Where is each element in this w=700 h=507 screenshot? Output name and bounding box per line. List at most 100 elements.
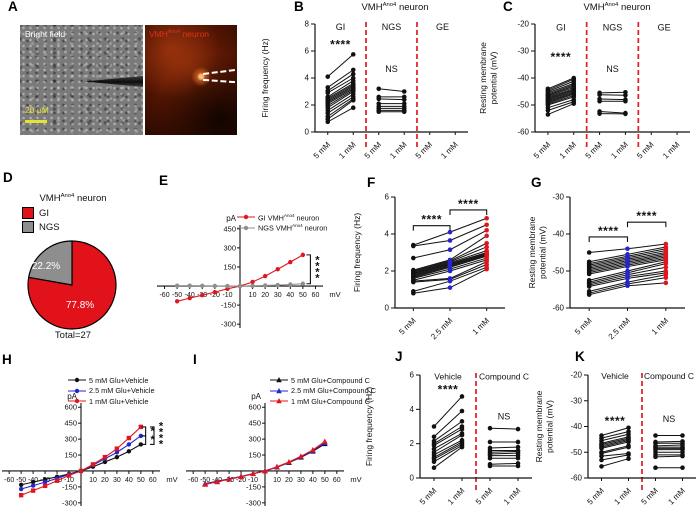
svg-text:600: 600 (248, 403, 261, 412)
svg-text:Resting membrane: Resting membrane (534, 390, 544, 462)
chart-resting-potential-doseresponse: -30 -40 -50 -60 5 mM 2.5 mM 1 mM Resting membra… (525, 186, 700, 345)
svg-text:1 mM: 1 mM (558, 140, 579, 161)
chart-resting-potential-compound-c: -20 -30 -40 -50 -60 5 mM 1 mM 5 mM 1 mM Resting m… (532, 356, 700, 507)
svg-text:-40: -40 (185, 292, 195, 299)
svg-text:-40: -40 (552, 230, 564, 239)
chart-svg: 0 2 4 6 5 mM 1 mM 5 mM 1 mM Firing frequency (Hz… (364, 371, 532, 507)
svg-text:*: * (315, 272, 320, 284)
svg-text:Firing frequency (Hz): Firing frequency (Hz) (260, 38, 270, 118)
svg-text:-60: -60 (188, 477, 198, 484)
svg-text:-10: -10 (248, 477, 258, 484)
svg-text:150: 150 (64, 451, 77, 460)
svg-text:1 mM: 1 mM (612, 486, 633, 507)
chart-svg: 77.8% 22.2% (27, 240, 117, 330)
svg-text:1 mM: 1 mM (388, 140, 409, 161)
svg-text:****: **** (598, 224, 619, 238)
svg-text:-300: -300 (62, 498, 77, 507)
svg-text:0: 0 (305, 128, 310, 137)
svg-text:0: 0 (410, 474, 415, 483)
brightfield-image: Bright field 20 μM (20, 25, 143, 135)
svg-text:*: * (315, 260, 320, 272)
svg-text:Resting membrane: Resting membrane (478, 42, 488, 114)
svg-text:NS: NS (606, 64, 619, 74)
svg-text:60: 60 (333, 477, 341, 484)
svg-text:Resting membrane: Resting membrane (527, 216, 537, 288)
circle-marker-icon (68, 378, 86, 383)
svg-text:4: 4 (305, 74, 310, 83)
svg-text:potential (mV): potential (mV) (545, 400, 555, 453)
svg-text:2: 2 (305, 101, 310, 110)
svg-text:5 mM: 5 mM (312, 140, 333, 161)
svg-text:2: 2 (385, 267, 390, 276)
svg-text:5 mM: 5 mM (474, 486, 495, 507)
svg-text:Vehicle: Vehicle (601, 371, 629, 381)
panel-b-letter: B (294, 0, 304, 14)
svg-text:-60: -60 (570, 474, 582, 483)
svg-text:Compound C: Compound C (644, 371, 694, 381)
svg-text:*: * (315, 254, 320, 266)
svg-text:-30: -30 (570, 396, 582, 405)
svg-text:*: * (150, 434, 155, 446)
legend-item: 5 mM Glu+Vehicle (68, 375, 155, 386)
legend-item: GI VMHAno4 neuron (237, 212, 327, 223)
svg-text:50: 50 (321, 477, 329, 484)
svg-text:22.2%: 22.2% (32, 261, 60, 272)
svg-text:600: 600 (64, 403, 77, 412)
chart-svg: -60-50-40-30-20-10102030405060mV45030015… (157, 214, 341, 329)
circle-marker-icon (237, 225, 255, 230)
fluorescence-label: VMHAno4 neuron (149, 29, 210, 39)
svg-text:1 mM: 1 mM (661, 140, 682, 161)
svg-text:6: 6 (410, 371, 415, 380)
svg-text:30: 30 (274, 292, 282, 299)
svg-text:1 mM: 1 mM (502, 486, 523, 507)
svg-text:*: * (159, 421, 164, 433)
svg-text:300: 300 (248, 435, 261, 444)
svg-text:-150: -150 (246, 482, 261, 491)
svg-text:*: * (159, 433, 164, 445)
fluorescence-image: VMHAno4 neuron (145, 25, 237, 135)
svg-text:8: 8 (305, 20, 310, 29)
brightfield-label: Bright field (25, 29, 66, 39)
pipette-shape (84, 76, 143, 87)
svg-text:GI: GI (556, 22, 566, 32)
iv-legend-i: 5 mM Glu+Compound C 2.5 mM Glu+Compound C… (270, 375, 376, 407)
svg-text:pA: pA (67, 392, 77, 401)
svg-text:300: 300 (223, 243, 236, 252)
chart-firing-frequency-compound-c: 0 2 4 6 5 mM 1 mM 5 mM 1 mM Firing frequency (Hz… (362, 356, 534, 507)
svg-text:*: * (315, 266, 320, 278)
triangle-marker-icon (270, 398, 288, 404)
svg-text:150: 150 (223, 262, 236, 271)
svg-text:****: **** (421, 213, 442, 227)
svg-text:4: 4 (410, 405, 415, 414)
svg-text:Vehicle: Vehicle (434, 371, 462, 381)
svg-text:450: 450 (248, 419, 261, 428)
svg-text:NS: NS (498, 412, 511, 422)
chart-svg: 0 2 4 6 5 mM 2.5 mM 1 mM Firing frequency (Hz) *… (352, 193, 505, 341)
svg-text:pA: pA (226, 214, 236, 223)
panel-a-letter: A (8, 0, 18, 14)
chart-svg: -60-50-40-30-20-10102030405060mV60045030… (2, 392, 178, 507)
svg-text:60: 60 (312, 292, 320, 299)
svg-text:-10: -10 (64, 477, 74, 484)
svg-text:mV: mV (166, 475, 177, 484)
chart-resting-potential-glucose: -20 -30 -40 -50 -60 5 mM 1 mM 5 mM 1 mM 5 mM 1 mM R… (476, 14, 692, 164)
svg-text:40: 40 (286, 292, 294, 299)
svg-text:40: 40 (125, 477, 133, 484)
svg-text:1 mM: 1 mM (650, 316, 671, 337)
svg-text:-150: -150 (221, 301, 236, 310)
svg-text:-60: -60 (552, 304, 564, 313)
legend-item: 2.5 mM Glu+Vehicle (68, 386, 155, 397)
scalebar-text: 20 μM (25, 105, 49, 115)
svg-text:30: 30 (297, 477, 305, 484)
svg-text:4: 4 (385, 230, 390, 239)
svg-text:Compound C: Compound C (479, 371, 529, 381)
chart-svg: -60-50-40-30-20-10102030405060mV60045030… (186, 392, 362, 507)
svg-text:-20: -20 (570, 371, 582, 380)
svg-text:-50: -50 (16, 477, 26, 484)
svg-text:50: 50 (137, 477, 145, 484)
svg-text:-20: -20 (517, 20, 529, 29)
circle-marker-icon (68, 388, 86, 393)
